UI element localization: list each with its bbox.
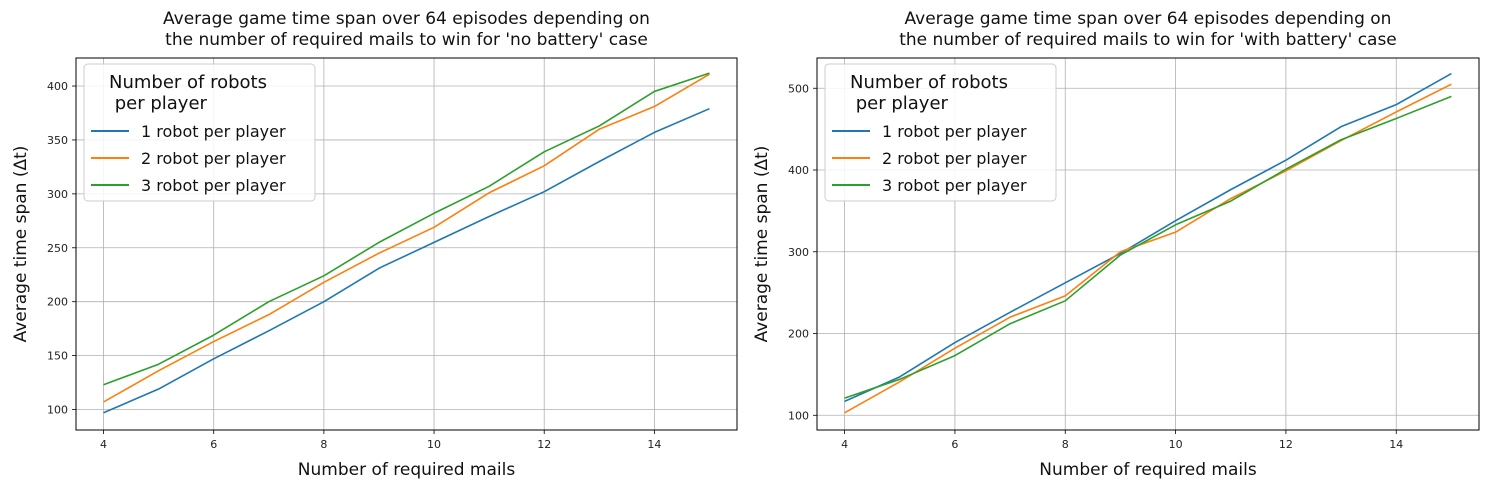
y-axis-label: Average time span (Δt) <box>752 146 772 343</box>
y-tick-label: 400 <box>788 164 809 177</box>
series-line-1 <box>103 107 710 414</box>
legend-entry-3: 3 robot per player <box>141 176 286 195</box>
chart-1: Average game time span over 64 episodes … <box>11 9 738 480</box>
legend-title-line: per player <box>850 93 949 114</box>
series-line-1 <box>844 72 1452 403</box>
series-line-3 <box>844 95 1452 399</box>
legend-title-line: Number of robots <box>109 72 267 93</box>
x-tick-label: 8 <box>1062 438 1069 451</box>
plot-frame <box>816 57 1480 431</box>
chart-2: Average game time span over 64 episodes … <box>752 9 1480 480</box>
y-tick-label: 500 <box>788 82 809 95</box>
x-tick-label: 10 <box>1169 438 1183 451</box>
y-tick-label: 250 <box>47 242 68 255</box>
legend: Number of robots per player 1 robot per p… <box>83 63 316 202</box>
x-tick-label: 12 <box>537 438 551 451</box>
series-line-3 <box>103 72 710 386</box>
legend-title-line: per player <box>109 93 208 114</box>
y-tick-label: 150 <box>47 350 68 363</box>
legend-entry-2: 2 robot per player <box>882 149 1027 168</box>
legend-title-line: Number of robots <box>850 72 1008 93</box>
y-tick-label: 100 <box>788 409 809 422</box>
x-tick-label: 14 <box>1389 438 1403 451</box>
x-tick-label: 4 <box>841 438 848 451</box>
x-tick-label: 12 <box>1279 438 1293 451</box>
chart-title-line: Average game time span over 64 episodes … <box>905 9 1392 29</box>
legend-entry-1: 1 robot per player <box>882 122 1027 141</box>
chart-title-line: Average game time span over 64 episodes … <box>163 9 650 29</box>
x-axis-label: Number of required mails <box>298 460 516 480</box>
x-tick-label: 6 <box>210 438 217 451</box>
y-tick-label: 400 <box>47 80 68 93</box>
x-tick-label: 14 <box>647 438 661 451</box>
legend-box <box>83 63 316 202</box>
y-tick-label: 200 <box>47 296 68 309</box>
legend-entry-2: 2 robot per player <box>141 149 286 168</box>
y-tick-label: 200 <box>788 328 809 341</box>
x-tick-label: 6 <box>951 438 958 451</box>
y-tick-label: 300 <box>47 188 68 201</box>
y-tick-label: 350 <box>47 134 68 147</box>
x-tick-label: 10 <box>427 438 441 451</box>
legend-entry-3: 3 robot per player <box>882 176 1027 195</box>
x-tick-label: 8 <box>320 438 327 451</box>
x-axis-label: Number of required mails <box>1039 460 1257 480</box>
y-tick-label: 300 <box>788 246 809 259</box>
plot-frame <box>75 57 738 431</box>
legend-box <box>824 63 1057 202</box>
chart-title-line: the number of required mails to win for … <box>165 30 648 50</box>
y-tick-label: 100 <box>47 404 68 417</box>
y-axis-label: Average time span (Δt) <box>11 146 31 343</box>
series-line-2 <box>103 73 710 403</box>
legend: Number of robots per player 1 robot per p… <box>824 63 1057 202</box>
chart-title-line: the number of required mails to win for … <box>899 30 1397 50</box>
x-tick-label: 4 <box>100 438 107 451</box>
legend-entry-1: 1 robot per player <box>141 122 286 141</box>
